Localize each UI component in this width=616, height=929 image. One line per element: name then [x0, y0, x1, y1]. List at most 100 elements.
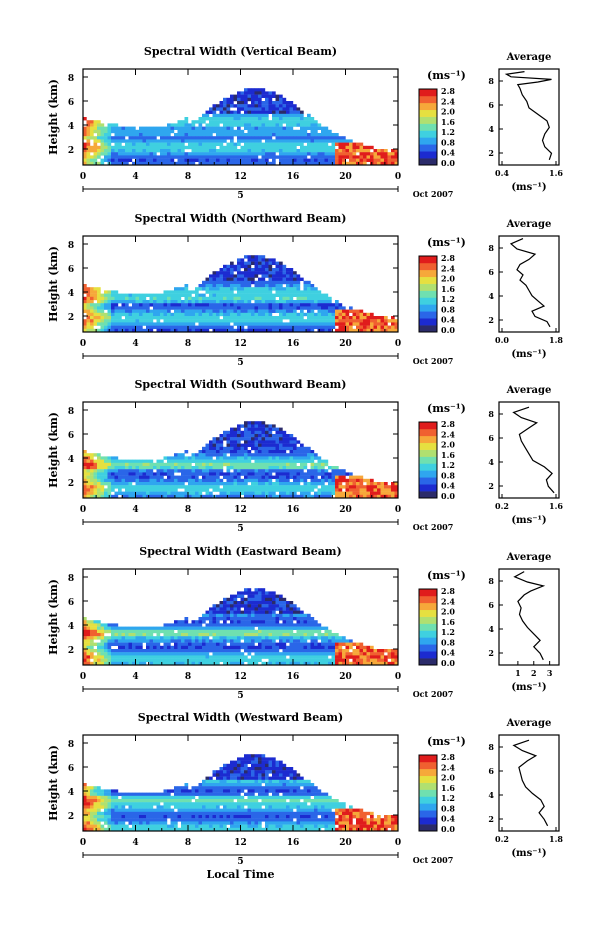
heatmap-cell: [307, 296, 311, 301]
heatmap-cell: [282, 607, 287, 611]
heatmap-cell: [244, 161, 248, 166]
heatmap-cell: [149, 303, 154, 307]
heatmap-cell: [296, 652, 301, 656]
colorbar-tick-label: 1.6: [441, 284, 455, 294]
heatmap-cell: [286, 322, 290, 326]
heatmap-cell: [254, 456, 259, 460]
heatmap-cell: [310, 485, 315, 489]
x-tick-label: 16: [287, 172, 300, 182]
heatmap-cell: [363, 322, 367, 326]
heatmap-cell: [258, 645, 262, 650]
heatmap-cell: [97, 623, 101, 627]
x-tick-label: 4: [132, 339, 138, 349]
heatmap-cell: [300, 446, 304, 451]
heatmap-cell: [279, 322, 283, 326]
heatmap-cell: [177, 306, 182, 310]
heatmap-cell: [181, 475, 185, 479]
heatmap-cell: [254, 161, 259, 166]
heatmap-cell: [170, 316, 175, 320]
heatmap-cell: [279, 633, 283, 637]
heatmap-cell: [324, 469, 329, 473]
heatmap-cell: [132, 649, 136, 653]
heatmap-cell: [296, 139, 301, 143]
heatmap-cell: [247, 430, 252, 435]
heatmap-cell: [128, 469, 133, 473]
heatmap-cell: [244, 277, 248, 281]
heatmap-cell: [247, 591, 252, 595]
heatmap-cell: [195, 491, 199, 495]
heatmap-cell: [118, 309, 122, 313]
heatmap-cell: [310, 482, 315, 486]
heatmap-cell: [223, 482, 227, 486]
heatmap-cell: [254, 421, 259, 425]
heatmap-cell: [111, 316, 115, 320]
heatmap-cell: [289, 161, 294, 166]
heatmap-cell: [349, 325, 353, 329]
heatmap-cell: [244, 303, 248, 307]
heatmap-cell: [279, 136, 283, 140]
heatmap-cell: [118, 139, 122, 143]
heatmap-cell: [90, 123, 94, 127]
heatmap-cell: [191, 312, 196, 317]
heatmap-cell: [275, 459, 280, 463]
heatmap-cell: [310, 319, 315, 323]
heatmap-cell: [107, 155, 112, 159]
heatmap-cell: [237, 450, 241, 454]
heatmap-cell: [170, 472, 175, 476]
heatmap-cell: [342, 322, 346, 326]
heatmap-cell: [86, 478, 91, 483]
heatmap-cell: [247, 636, 252, 640]
x-tick-label: 8: [185, 505, 191, 515]
heatmap-cell: [286, 126, 290, 130]
heatmap-cell: [97, 494, 101, 499]
heatmap-cell: [335, 472, 339, 476]
heatmap-cell: [268, 306, 273, 310]
heatmap-cell: [226, 613, 231, 618]
heatmap-cell: [114, 152, 119, 156]
heatmap-cell: [230, 472, 234, 476]
heatmap-cell: [160, 466, 164, 470]
heatmap-cell: [244, 123, 248, 127]
heatmap-cell: [240, 645, 245, 650]
heatmap-cell: [128, 652, 133, 656]
heatmap-cell: [226, 485, 231, 489]
colorbar-swatch: [419, 283, 437, 291]
heatmap-cell: [324, 494, 329, 499]
heatmap-cell: [335, 466, 339, 470]
heatmap-cell: [345, 322, 350, 326]
heatmap-cell: [100, 482, 105, 486]
heatmap-cell: [181, 645, 185, 650]
heatmap-cell: [282, 652, 287, 656]
heatmap-cell: [356, 478, 360, 483]
heatmap-cell: [226, 101, 231, 105]
colorbar-swatch: [419, 109, 437, 117]
heatmap-cell: [212, 303, 217, 307]
heatmap-cell: [296, 158, 301, 162]
heatmap-cell: [279, 274, 283, 278]
heatmap-cell: [335, 139, 339, 143]
heatmap-cell: [289, 107, 294, 111]
heatmap-cell: [359, 319, 364, 323]
heatmap-cell: [223, 325, 227, 329]
heatmap-cell: [118, 472, 122, 476]
heatmap-cell: [212, 478, 217, 483]
heatmap-cell: [345, 319, 350, 323]
heatmap-cell: [93, 649, 98, 653]
heatmap-cell: [104, 466, 108, 470]
heatmap-cell: [254, 424, 259, 428]
heatmap-cell: [233, 649, 238, 653]
heatmap-cell: [121, 129, 126, 134]
heatmap-cell: [202, 161, 206, 166]
heatmap-cell: [216, 623, 220, 627]
heatmap-cell: [97, 312, 101, 317]
y-tick-label: 8: [68, 407, 74, 417]
heatmap-cell: [279, 309, 283, 313]
heatmap-cell: [237, 271, 241, 275]
heatmap-cell: [107, 158, 112, 162]
heatmap-cell: [331, 482, 336, 486]
heatmap-cell: [286, 306, 290, 310]
heatmap-cell: [247, 597, 252, 602]
heatmap-cell: [174, 322, 178, 326]
heatmap-cell: [328, 158, 332, 162]
heatmap-cell: [163, 652, 168, 656]
